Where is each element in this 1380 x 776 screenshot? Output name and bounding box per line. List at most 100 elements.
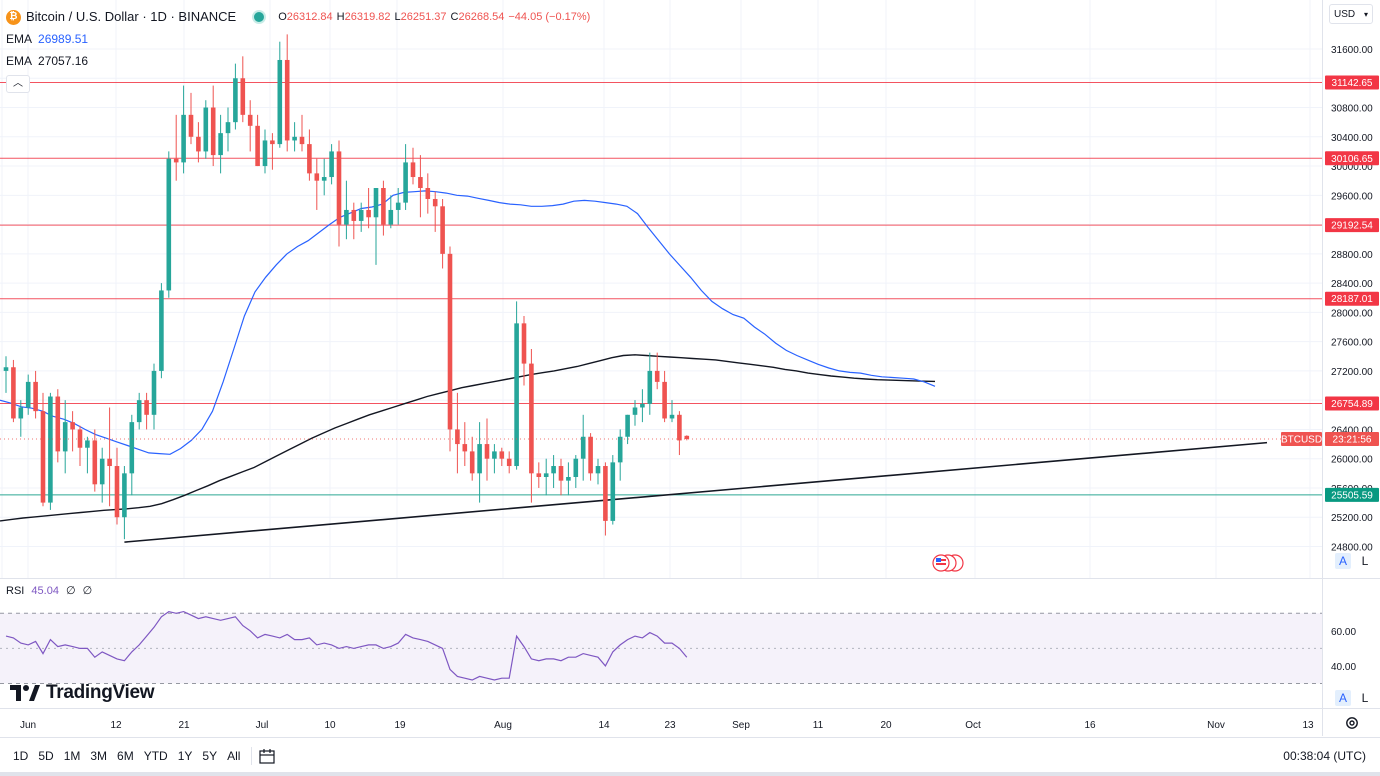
rsi-extra-1: ∅ <box>66 585 76 597</box>
utc-clock[interactable]: 00:38:04 (UTC) <box>1283 748 1366 763</box>
toolbar-divider <box>251 746 253 765</box>
level-price-tag-text: 30106.65 <box>1331 154 1373 165</box>
range-1d[interactable]: 1D <box>13 748 29 763</box>
candle-body <box>499 451 505 459</box>
price-tick-label: 30000.00 <box>1331 162 1373 173</box>
collapse-legend-button[interactable]: ︿ <box>6 75 30 93</box>
rsi-log-scale-button[interactable]: L <box>1361 691 1369 705</box>
log-scale-button[interactable]: L <box>1361 554 1369 568</box>
price-pane[interactable]: BTCUSD ₿ Bitcoin / U.S. Dollar · 1D · BI… <box>0 0 1322 578</box>
time-tick-label: Jul <box>256 720 269 731</box>
candle-body <box>196 136 201 152</box>
currency-label: USD <box>1334 8 1356 20</box>
range-ytd[interactable]: YTD <box>143 748 168 763</box>
time-tick-label: Jun <box>20 720 36 731</box>
candle-body <box>247 114 253 126</box>
bitcoin-icon: ₿ <box>6 9 21 25</box>
price-tick-label: 30400.00 <box>1331 133 1373 144</box>
candle-body <box>588 436 593 474</box>
range-6m[interactable]: 6M <box>117 748 134 763</box>
candle-body <box>455 429 460 445</box>
candle-body <box>344 209 349 225</box>
candles <box>3 34 690 540</box>
low-value: 26251.37 <box>400 11 447 23</box>
candle-body <box>336 151 342 225</box>
candle-body <box>218 133 223 156</box>
candle-body <box>551 466 556 474</box>
calendar-range-icon[interactable] <box>258 747 276 765</box>
candle-body <box>92 440 98 485</box>
candle-body <box>469 451 475 474</box>
tradingview-logo[interactable]: TradingView <box>10 682 155 704</box>
candle-body <box>484 444 490 459</box>
symbol-row: ₿ Bitcoin / U.S. Dollar · 1D · BINANCE O… <box>6 6 594 28</box>
candle-body <box>462 444 468 452</box>
candle-body <box>188 114 194 137</box>
countdown-tag-text: 23:21:56 <box>1333 435 1372 446</box>
price-tick-label: 27200.00 <box>1331 367 1373 378</box>
candle-body <box>70 422 75 430</box>
ema-fast-label: EMA <box>6 32 33 46</box>
candle-body <box>373 188 379 218</box>
price-chart[interactable]: BTCUSD <box>0 0 1322 578</box>
candle-body <box>122 473 127 518</box>
rsi-scale-labels: 60.00 40.00 <box>1331 627 1356 673</box>
symbol-tag-bg <box>1281 432 1322 447</box>
gear-icon[interactable] <box>1344 715 1360 731</box>
countdown-tag <box>1325 432 1379 447</box>
chart-settings-corner[interactable] <box>1322 708 1380 736</box>
range-5y[interactable]: 5Y <box>202 748 218 763</box>
price-scale[interactable]: USD ▾ 31600.0031200.0030800.0030400.0030… <box>1322 0 1380 578</box>
ema-slow-row[interactable]: EMA 27057.16 <box>6 50 594 72</box>
market-status-icon[interactable] <box>252 10 267 24</box>
candle-body <box>403 162 408 203</box>
range-5d[interactable]: 5D <box>38 748 54 763</box>
rsi-extra-2: ∅ <box>82 585 93 597</box>
level-price-tag <box>1325 75 1379 90</box>
candle-body <box>210 107 216 156</box>
candle-body <box>99 458 105 485</box>
ema-fast-row[interactable]: EMA 26989.51 <box>6 28 594 50</box>
time-tick-label: 10 <box>324 720 336 731</box>
support-trendline <box>124 441 1268 543</box>
economic-events-marker[interactable] <box>926 553 970 573</box>
auto-scale-button[interactable]: A <box>1335 553 1351 569</box>
currency-button[interactable]: USD ▾ <box>1329 4 1373 24</box>
close-value: 26268.54 <box>458 11 505 23</box>
candle-body <box>129 422 135 474</box>
time-tick-label: Nov <box>1207 720 1225 731</box>
rsi-scale[interactable]: 60.00 40.00 A L <box>1322 578 1380 708</box>
candle-body <box>11 367 16 419</box>
price-tick-label: 26400.00 <box>1331 425 1373 436</box>
candle-body <box>255 125 260 167</box>
rsi-legend[interactable]: RSI 45.04 ∅ ∅ <box>6 584 96 597</box>
candle-body <box>284 59 290 141</box>
candle-body <box>299 136 305 145</box>
range-1y[interactable]: 1Y <box>177 748 193 763</box>
candle-body <box>684 435 690 440</box>
candle-body <box>351 209 357 221</box>
candle-body <box>203 107 209 152</box>
rsi-auto-scale-button[interactable]: A <box>1335 690 1351 706</box>
time-tick-label: 19 <box>394 720 406 731</box>
range-3m[interactable]: 3M <box>90 748 108 763</box>
level-price-tag-text: 28187.01 <box>1331 294 1373 305</box>
rsi-chart[interactable] <box>0 579 1322 709</box>
range-all[interactable]: All <box>227 748 241 763</box>
candle-body <box>181 114 186 163</box>
high-value: 26319.82 <box>344 11 391 23</box>
range-1m[interactable]: 1M <box>63 748 81 763</box>
symbol-title[interactable]: Bitcoin / U.S. Dollar · 1D · BINANCE <box>26 9 237 24</box>
time-axis[interactable]: Jun 12 21 Jul 10 19 Aug 14 23 Sep 11 20 Oct 16 Nov 13 <box>0 708 1322 736</box>
level-price-tag <box>1325 151 1379 166</box>
price-tick-label: 28400.00 <box>1331 279 1373 290</box>
chart-legend: ₿ Bitcoin / U.S. Dollar · 1D · BINANCE O… <box>6 6 594 93</box>
candle-body <box>314 173 320 181</box>
candle-body <box>18 407 24 419</box>
candle-body <box>529 363 534 474</box>
candle-body <box>610 462 616 521</box>
rsi-pane[interactable]: RSI 45.04 ∅ ∅ TradingView <box>0 578 1322 708</box>
candle-body <box>173 158 179 163</box>
candle-body <box>3 367 9 371</box>
symbol-tag-text: BTCUSD <box>1281 435 1322 446</box>
